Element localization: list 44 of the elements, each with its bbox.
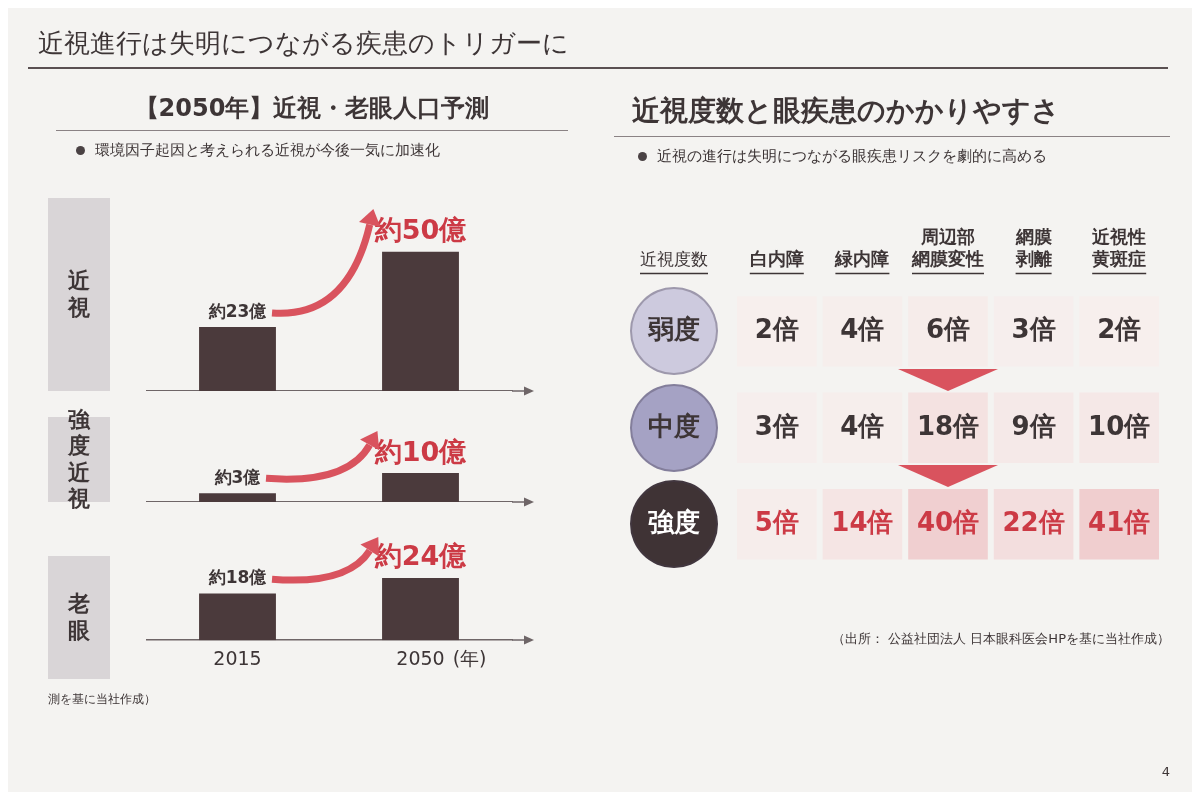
y-axis-title: 近視 [68,268,90,321]
x-tick-label: 緑内障 [834,248,890,270]
data-label: 5倍 [754,506,799,537]
data-label: 約10億 [373,435,468,467]
chart-title: 近視度数と眼疾患のかかりやすさ [632,94,1060,127]
data-label: 10倍 [1088,410,1151,441]
data-label: 約3億 [213,467,262,488]
text: 測を基に当社作成） [48,692,156,706]
y-axis-title: 強度近視 [68,406,90,513]
y-axis-title: 近視度数 [640,248,708,269]
x-tick-label: 周辺部網膜変性 [911,226,984,270]
data-label: 3倍 [1011,314,1056,345]
y-tick-label: 強度 [648,506,700,537]
data-label: 41倍 [1088,506,1151,537]
data-label: 2倍 [1097,314,1142,345]
y-tick-label: 中度 [648,410,700,441]
data-label: 約50億 [373,214,468,246]
x-tick-label: 2015 [213,646,262,669]
chart-subtitle: 近視の進行は失明につながる眼疾患リスクを劇的に高める [657,147,1047,166]
text: 近視進行は失明につながる疾患のトリガーに [38,28,569,58]
chart-subtitle: 環境因子起因と考えられる近視が今後一気に加速化 [95,141,440,160]
text: 4 [1161,764,1170,779]
x-tick-label: 2050 [396,646,445,669]
data-label: 2倍 [754,314,799,345]
data-label: 3倍 [754,410,799,441]
y-tick-label: 弱度 [647,314,700,345]
data-label: 40倍 [916,506,980,537]
data-label: 9倍 [1011,410,1056,441]
data-label: 14倍 [831,506,894,537]
data-label: 4倍 [840,410,885,441]
x-axis-title: (年) [452,646,487,669]
data-label: 約23億 [207,300,268,321]
text: （出所： 公益社団法人 日本眼科医会HPを基に当社作成） [832,631,1170,646]
y-axis-title: 老眼 [68,591,90,644]
data-label: 4倍 [840,314,885,345]
data-label: 22倍 [1002,506,1065,537]
x-tick-label: 近視性黄斑症 [1091,226,1147,270]
data-label: 6倍 [925,314,971,345]
data-label: 18倍 [916,410,980,441]
x-tick-label: 白内障 [749,248,804,270]
x-tick-label: 網膜剥離 [1014,226,1052,270]
data-label: 約24億 [373,540,468,572]
data-label: 約18億 [207,567,268,588]
chart-title: 【2050年】近視・老眼人口予測 [134,94,490,122]
